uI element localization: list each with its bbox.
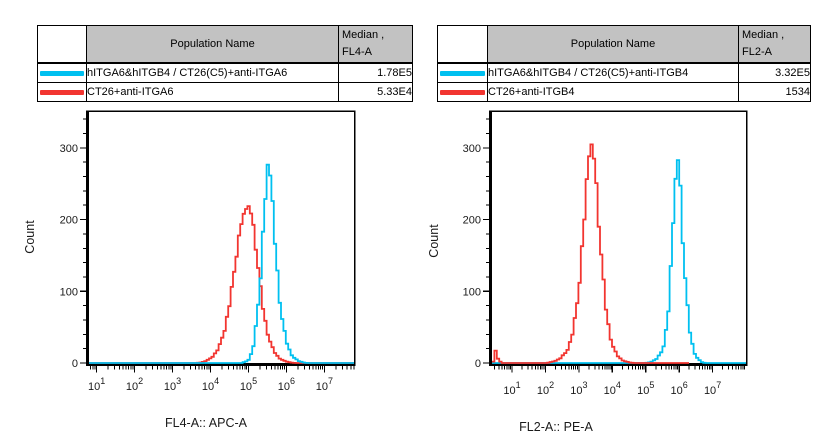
svg-text:200: 200 [463, 215, 481, 227]
svg-text:200: 200 [60, 215, 78, 227]
svg-text:104: 104 [202, 376, 219, 393]
svg-text:101: 101 [88, 376, 105, 393]
svg-text:0: 0 [475, 358, 481, 370]
median-header-line1: Median , [342, 29, 385, 41]
svg-text:103: 103 [164, 376, 181, 393]
median-value-cell: 1534 [738, 82, 811, 102]
histogram-curve-0 [89, 205, 354, 364]
svg-text:104: 104 [604, 380, 621, 397]
median-header-line2: FL2-A [742, 46, 772, 58]
histogram-curve-1 [492, 143, 689, 364]
histogram-curve-1 [89, 163, 354, 364]
y-axis-label: Count [23, 220, 37, 254]
population-name-cell: hITGA6&hITGB4 / CT26(C5)+anti-ITGB4 [487, 62, 739, 83]
median-header: Median , FL2-A [738, 25, 811, 64]
population-name-header: Population Name [487, 25, 739, 64]
median-header-line2: FL4-A [342, 46, 372, 58]
svg-text:0: 0 [72, 358, 78, 370]
svg-text:106: 106 [671, 380, 688, 397]
y-axis-label: Count [427, 224, 441, 258]
svg-text:106: 106 [278, 376, 295, 393]
svg-text:102: 102 [537, 380, 554, 397]
population-name-header: Population Name [86, 25, 339, 64]
axis-ticks [80, 118, 355, 373]
median-value-cell: 3.32E5 [738, 62, 811, 83]
population-table-fl4: Population Name Median , FL4-A hITGA6&hI… [37, 25, 413, 102]
population-table-fl2: Population Name Median , FL2-A hITGA6&hI… [437, 25, 811, 102]
red-series-swatch [440, 89, 485, 95]
svg-text:102: 102 [126, 376, 143, 393]
swatch-cell [37, 82, 87, 102]
population-name-cell: CT26+anti-ITGB4 [487, 82, 739, 102]
svg-text:107: 107 [704, 380, 721, 397]
red-series-swatch [40, 89, 84, 95]
svg-text:101: 101 [503, 380, 520, 397]
svg-text:300: 300 [60, 143, 78, 155]
cyan-series-swatch [440, 70, 485, 76]
table-header-row: Population Name Median , FL4-A [37, 25, 413, 64]
swatch-cell [437, 62, 488, 83]
median-value-cell: 5.33E4 [338, 82, 413, 102]
x-axis-label: FL2-A:: PE-A [519, 420, 593, 434]
swatch-cell [37, 62, 87, 83]
swatch-header-cell [437, 25, 488, 64]
swatch-cell [437, 82, 488, 102]
plot-frame [86, 110, 356, 366]
x-axis-label: FL4-A:: APC-A [165, 416, 248, 430]
svg-text:105: 105 [637, 380, 654, 397]
svg-text:100: 100 [463, 286, 481, 298]
histogram-curve-0 [492, 159, 746, 364]
axis-tick-labels: 0 100 200 300 101 102 103 104 105 106 107 [463, 143, 722, 397]
median-value-cell: 1.78E5 [338, 62, 413, 83]
table-row: hITGA6&hITGB4 / CT26(C5)+anti-ITGA6 1.78… [37, 62, 413, 83]
table-row: CT26+anti-ITGB4 1534 [437, 82, 811, 102]
cyan-series-swatch [40, 70, 84, 76]
median-header: Median , FL4-A [338, 25, 413, 64]
table-row: CT26+anti-ITGA6 5.33E4 [37, 82, 413, 102]
table-row: hITGA6&hITGB4 / CT26(C5)+anti-ITGB4 3.32… [437, 62, 811, 83]
svg-text:100: 100 [60, 286, 78, 298]
svg-text:107: 107 [316, 376, 333, 393]
median-header-line1: Median , [742, 29, 785, 41]
svg-text:105: 105 [240, 376, 257, 393]
table-header-row: Population Name Median , FL2-A [437, 25, 811, 64]
swatch-header-cell [37, 25, 87, 64]
population-name-cell: CT26+anti-ITGA6 [86, 82, 339, 102]
axis-ticks [483, 118, 745, 373]
svg-text:300: 300 [463, 143, 481, 155]
population-name-cell: hITGA6&hITGB4 / CT26(C5)+anti-ITGA6 [86, 62, 339, 83]
plot-frame [489, 110, 748, 366]
svg-text:103: 103 [570, 380, 587, 397]
